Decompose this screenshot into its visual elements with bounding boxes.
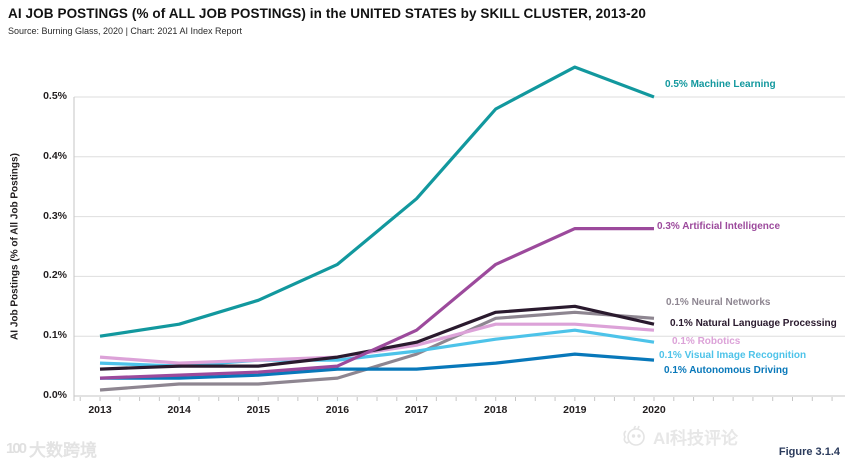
series-label-visual-image-recognition: 0.1% Visual Image Recognition [659,350,807,361]
x-tick-label: 2015 [246,404,270,416]
x-tick-label: 2020 [642,404,666,416]
x-tick-label: 2013 [88,404,112,416]
chart-title: AI JOB POSTINGS (% of ALL JOB POSTINGS) … [8,6,646,21]
series-line-artificial-intelligence [99,227,654,380]
series-line-natural-language-processing [99,304,655,371]
series-label-robotics: 0.1% Robotics [672,336,741,347]
y-tick-label: 0.1% [43,329,67,342]
x-tick-label: 2016 [325,404,350,416]
series-line-autonomous-driving [100,352,655,380]
series-line-neural-networks [99,310,655,392]
y-tick-label: 0.5% [43,90,67,102]
series-line-machine-learning [99,65,655,338]
watermark-right-text: AI科技评论 [653,429,738,448]
y-tick-label: 0.0% [43,389,67,401]
series-label-natural-language-processing: 0.1% Natural Language Processing [670,318,837,329]
watermark-bottom-left: 100 大数跨境 [6,436,97,461]
y-tick-label: 0.2% [43,269,67,282]
y-tick-label: 0.4% [43,149,67,162]
x-tick-label: 2018 [484,404,508,416]
series-label-autonomous-driving: 0.1% Autonomous Driving [664,365,789,376]
watermark-bottom-right: AI科技评论 [622,424,738,449]
series-label-neural-networks: 0.1% Neural Networks [666,297,771,308]
y-tick-label: 0.3% [43,209,67,222]
watermark-100-logo: 100 [6,440,27,457]
x-tick-label: 2019 [563,404,587,416]
chart-source-line: Source: Burning Glass, 2020 | Chart: 202… [8,26,242,36]
x-tick-label: 2014 [167,404,191,416]
figure-number: Figure 3.1.4 [778,446,840,458]
series-label-machine-learning: 0.5% Machine Learning [665,79,776,90]
watermark-left-text: 大数跨境 [29,441,98,460]
x-tick-label: 2017 [404,404,429,416]
series-label-artificial-intelligence: 0.3% Artificial Intelligence [657,221,781,232]
y-axis-title: AI Job Postings (% of All Job Postings) [9,153,21,340]
chat-bubble-logo-icon [623,425,645,446]
